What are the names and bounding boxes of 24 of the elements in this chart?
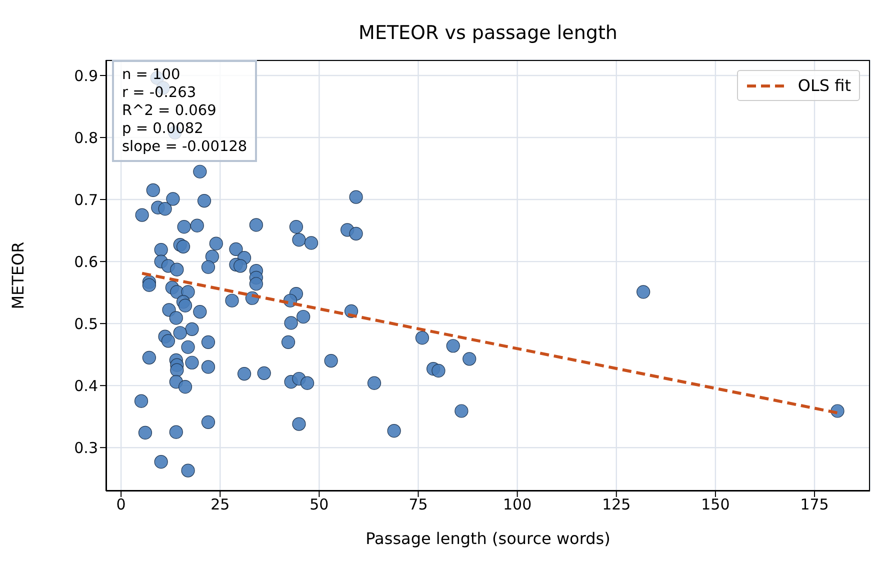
y-tick-label: 0.9 [74, 66, 98, 85]
x-tick-label: 125 [602, 496, 631, 514]
y-tick-label: 0.4 [74, 376, 98, 395]
annotation: slope = -0.00128 [122, 138, 248, 156]
x-tick-label: 75 [408, 496, 428, 514]
x-tick-label: 150 [701, 496, 730, 514]
x-tick-label: 100 [503, 496, 532, 514]
y-tick-label: 0.6 [74, 252, 98, 271]
x-tick-label: 175 [800, 496, 829, 514]
x-tick-label: 0 [116, 496, 126, 514]
annotation: n = 100 [122, 66, 182, 84]
y-tick-label: 0.3 [74, 438, 98, 457]
y-tick-label: 0.8 [74, 128, 98, 147]
annotation: p = 0.0082 [122, 120, 204, 138]
x-tick-label: 50 [310, 496, 329, 514]
y-tick-label: 0.5 [74, 314, 98, 333]
legend-label: OLS fit [798, 76, 851, 95]
annotation: r = -0.263 [122, 84, 198, 102]
x-tick-label: 25 [210, 496, 230, 514]
y-axis-title: METEOR [8, 242, 28, 310]
y-tick-label: 0.7 [74, 190, 98, 209]
x-axis-title: Passage length (source words) [366, 529, 610, 548]
annotation: R^2 = 0.069 [122, 102, 218, 120]
chart-title: METEOR vs passage length [358, 22, 618, 44]
